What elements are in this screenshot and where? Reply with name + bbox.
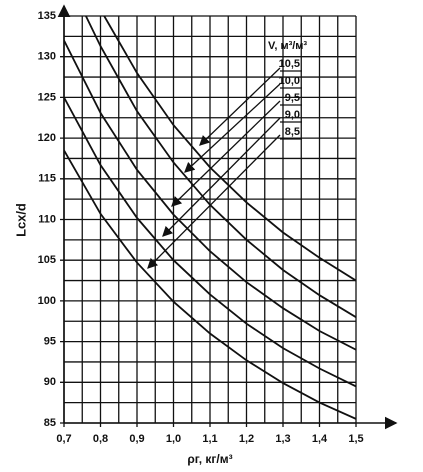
x-tick-label: 1,1 [202,433,217,445]
series-line [85,16,356,318]
x-axis-label: ρг, кг/м³ [187,452,232,466]
legend-label: 8,5 [285,126,300,138]
legend-arrows [147,67,281,269]
legend-label: 9,0 [285,109,300,121]
x-tick-label: 0,9 [129,433,144,445]
arrow [147,134,281,269]
arrow [162,117,281,237]
x-tick-label: 0,8 [93,433,108,445]
series-line [64,96,356,388]
y-tick-label: 85 [44,417,56,429]
y-tick-label: 105 [38,254,56,266]
x-tick-label: 1,3 [275,433,290,445]
legend-title: V, м³/м³ [268,40,307,52]
series-line [64,149,356,420]
y-tick-label: 130 [38,51,56,63]
y-axis-label: Lсх/d [13,203,28,237]
series-line [103,16,356,282]
arrow [199,67,281,146]
arrow [171,100,281,207]
y-tick-label: 90 [44,376,56,388]
legend-label: 9,5 [285,92,300,104]
y-tick-label: 135 [38,10,56,22]
x-tick-label: 1,5 [348,433,363,445]
x-tick-label: 1,2 [239,433,254,445]
x-tick-label: 0,7 [56,433,71,445]
x-tick-label: 1,4 [312,433,328,445]
legend-label: 10,5 [279,58,300,70]
series-line [64,39,356,351]
plot-lines [64,16,356,420]
y-tick-label: 120 [38,132,56,144]
y-tick-label: 100 [38,295,56,307]
y-tick-label: 115 [38,173,56,185]
y-tick-label: 110 [38,213,56,225]
x-tick-label: 1,0 [166,433,181,445]
y-tick-label: 125 [38,91,56,103]
y-tick-label: 95 [44,336,56,348]
legend-label: 10,0 [279,75,300,87]
